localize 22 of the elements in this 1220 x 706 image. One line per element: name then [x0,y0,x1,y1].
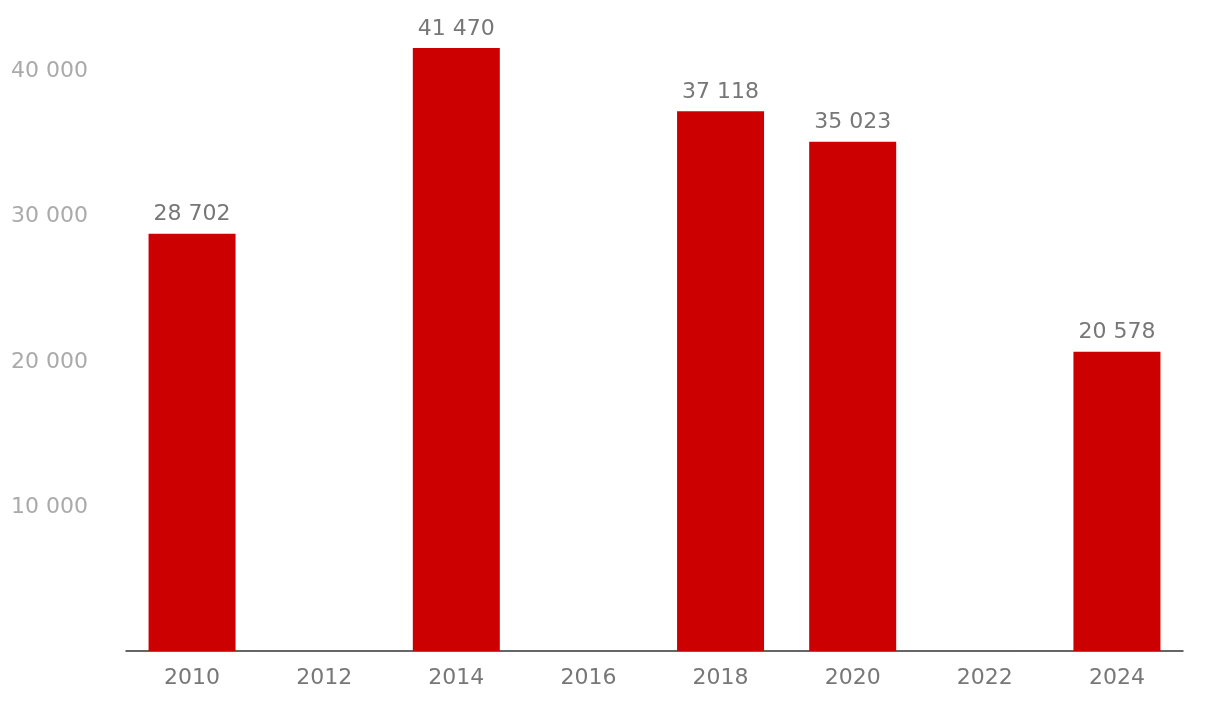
x-tick-label: 2022 [956,663,1013,689]
data-label: 37 118 [682,77,760,103]
y-tick-label: 30 000 [11,202,88,228]
bar [809,141,897,651]
bar [412,48,500,651]
data-label: 41 470 [417,14,495,40]
data-label: 35 023 [814,108,892,134]
x-tick-label: 2016 [560,663,617,689]
bar [677,111,765,651]
x-tick-label: 2014 [428,663,485,689]
y-tick-label: 10 000 [11,493,88,519]
bar [148,233,236,651]
x-tick-label: 2010 [164,663,221,689]
data-label: 28 702 [153,200,231,226]
y-tick-label: 40 000 [11,56,88,82]
x-tick-label: 2024 [1088,663,1145,689]
x-tick-label: 2012 [296,663,353,689]
data-label: 20 578 [1078,318,1156,344]
bar [1073,351,1161,651]
x-tick-label: 2020 [824,663,881,689]
y-tick-label: 20 000 [11,347,88,373]
x-tick-label: 2018 [692,663,749,689]
